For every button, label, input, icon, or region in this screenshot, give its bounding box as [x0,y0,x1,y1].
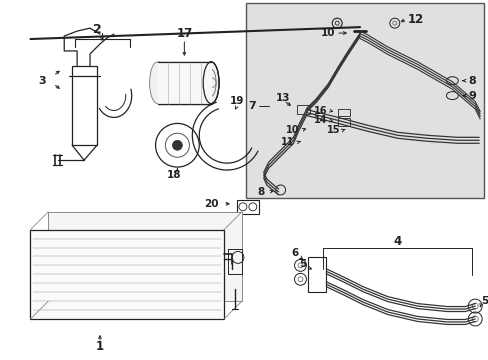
Text: 10: 10 [321,28,335,38]
Bar [157,62,212,104]
Text: 19: 19 [229,96,244,105]
Text: 4: 4 [393,235,401,248]
Text: 10: 10 [285,125,299,135]
Text: 16: 16 [313,105,326,116]
Bar [338,118,349,126]
Text: 14: 14 [313,116,326,125]
Bar [30,230,224,319]
Text: 1: 1 [96,340,104,353]
Ellipse shape [149,62,165,104]
Bar [338,108,349,117]
Bar [296,104,310,114]
Text: 3: 3 [39,76,46,86]
Text: 18: 18 [167,170,182,180]
Text: 17: 17 [176,27,192,40]
Text: 6: 6 [291,248,298,258]
Bar [308,257,325,292]
Text: 20: 20 [204,199,219,209]
Text: 12: 12 [407,13,423,26]
Text: 11: 11 [280,137,294,147]
Text: 13: 13 [275,93,289,103]
Bar [245,3,483,198]
Text: 8: 8 [257,187,264,197]
Ellipse shape [203,62,219,104]
Text: 9: 9 [468,91,475,100]
Bar [237,200,258,214]
Text: 7: 7 [247,100,255,111]
Bar [72,66,97,145]
Bar [227,249,242,274]
Bar [48,212,242,301]
Text: 15: 15 [326,125,339,135]
Circle shape [172,140,182,150]
Text: 5: 5 [480,296,488,306]
Bar [157,62,212,104]
Text: 5: 5 [299,260,306,269]
Text: 8: 8 [468,76,475,86]
Text: 2: 2 [92,23,101,36]
